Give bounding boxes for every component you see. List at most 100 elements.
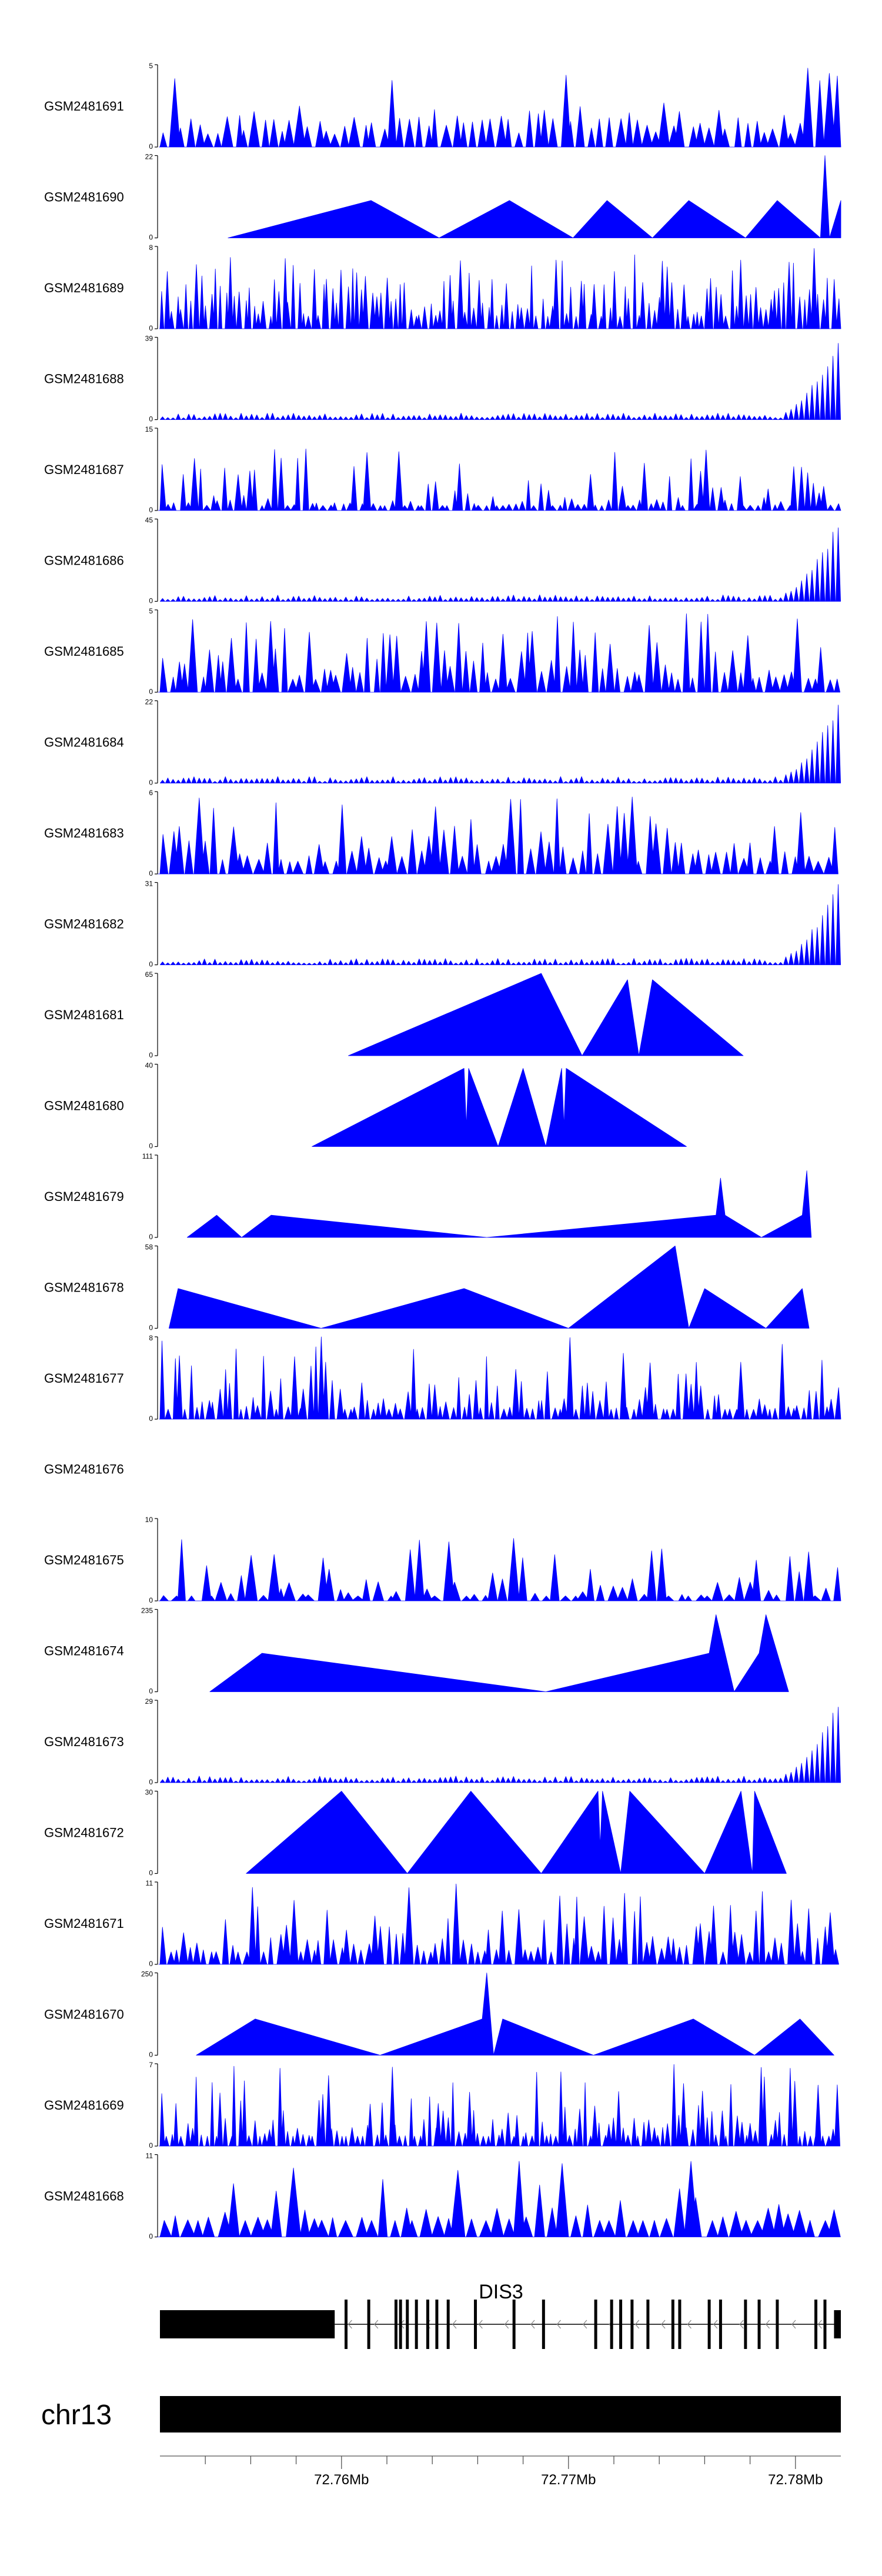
track: GSM2481670 250 0 [44, 1970, 834, 2059]
y-tick-label: 0 [149, 2233, 153, 2241]
y-tick-label: 0 [149, 233, 153, 242]
coverage-area [160, 527, 841, 602]
y-tick-label: 6 [149, 789, 153, 797]
strand-arrow [634, 2320, 640, 2329]
track: GSM2481674 235 0 [44, 1607, 789, 1696]
coverage-area [209, 1614, 789, 1692]
exon [512, 2300, 516, 2349]
track: GSM2481668 11 0 [44, 2152, 841, 2241]
track-label: GSM2481676 [44, 1462, 124, 1477]
y-tick-label: 45 [145, 516, 153, 525]
track: GSM2481671 11 0 [44, 1879, 839, 1968]
chromosome-bar [160, 2396, 841, 2432]
y-tick-label: 0 [149, 1414, 153, 1423]
track: GSM2481677 8 0 [44, 1334, 841, 1423]
track-label: GSM2481680 [44, 1099, 124, 1113]
y-tick-label: 0 [149, 2141, 153, 2150]
track-label: GSM2481691 [44, 99, 124, 114]
exon [435, 2300, 439, 2349]
exon [406, 2300, 409, 2349]
track-label: GSM2481668 [44, 2189, 124, 2204]
coverage-area [159, 68, 841, 148]
coverage-area [156, 2161, 841, 2237]
track: GSM2481676 [44, 1462, 124, 1477]
strand-arrow [530, 2320, 535, 2329]
track: GSM2481687 15 0 [44, 425, 841, 514]
y-tick-label: 11 [146, 1879, 153, 1887]
y-tick-label: 235 [141, 1607, 153, 1615]
exon [814, 2300, 818, 2349]
track: GSM2481681 65 0 [44, 970, 744, 1059]
coverage-area [158, 1883, 839, 1965]
y-tick-label: 15 [145, 425, 153, 433]
y-tick-label: 0 [149, 688, 153, 696]
coverage-area [160, 1707, 841, 1783]
coverage-area [228, 155, 841, 238]
coverage-area [160, 884, 841, 965]
exon [630, 2300, 634, 2349]
track: GSM2481685 5 0 [44, 607, 840, 696]
coverage-area [158, 796, 838, 875]
coverage-area [348, 973, 744, 1056]
y-tick-label: 0 [149, 869, 153, 877]
track-label: GSM2481675 [44, 1553, 124, 1567]
track: GSM2481675 10 0 [44, 1516, 841, 1604]
x-tick-label: 72.77Mb [541, 2472, 596, 2488]
track-label: GSM2481682 [44, 917, 124, 932]
coverage-area [246, 1791, 787, 1874]
track-label: GSM2481678 [44, 1280, 124, 1295]
x-tick-label: 72.78Mb [768, 2472, 823, 2488]
y-tick-label: 65 [145, 970, 153, 979]
gene-model [160, 2300, 841, 2349]
track: GSM2481680 40 0 [44, 1062, 687, 1150]
exon [678, 2300, 681, 2349]
y-tick-label: 31 [145, 880, 153, 888]
coverage-area [158, 2064, 840, 2147]
track-label: GSM2481686 [44, 553, 124, 568]
exon [399, 2300, 402, 2349]
y-tick-label: 0 [149, 1687, 153, 1696]
coverage-area [159, 1336, 841, 1420]
y-tick-label: 0 [149, 1051, 153, 1059]
coverage-area [160, 705, 841, 783]
track-label: GSM2481670 [44, 2007, 124, 2022]
track: GSM2481672 30 0 [44, 1788, 787, 1877]
y-tick-label: 0 [149, 1869, 153, 1877]
track: GSM2481678 58 0 [44, 1243, 810, 1332]
coverage-area [160, 343, 841, 420]
y-tick-label: 0 [149, 1960, 153, 1968]
track-label: GSM2481673 [44, 1734, 124, 1749]
strand-arrow [583, 2320, 587, 2329]
exon [394, 2300, 397, 2349]
gene-utr-block [160, 2310, 335, 2338]
y-tick-label: 5 [149, 62, 153, 70]
exon [671, 2300, 674, 2349]
exon [415, 2300, 418, 2349]
track-label: GSM2481674 [44, 1644, 124, 1659]
track-panel: GSM248169150GSM2481690220GSM248168980GSM… [44, 62, 841, 2241]
exon [426, 2300, 429, 2349]
track-label: GSM2481681 [44, 1007, 124, 1022]
track-label: GSM2481679 [44, 1189, 124, 1204]
track-label: GSM2481683 [44, 826, 124, 840]
y-tick-label: 0 [149, 1778, 153, 1786]
y-tick-label: 29 [145, 1697, 153, 1706]
track-label: GSM2481677 [44, 1371, 124, 1386]
strand-arrow [661, 2320, 666, 2329]
track-label: GSM2481672 [44, 1826, 124, 1840]
y-tick-label: 0 [149, 506, 153, 514]
strand-arrow [348, 2320, 352, 2329]
track-label: GSM2481689 [44, 281, 124, 295]
exon [610, 2300, 613, 2349]
genome-annotation: DIS3 chr13 72.76Mb 72.77Mb 72.78Mb [41, 2281, 841, 2488]
y-tick-label: 0 [149, 2051, 153, 2059]
strand-arrow [504, 2320, 509, 2329]
track-label: GSM2481687 [44, 462, 124, 477]
exon [757, 2300, 761, 2349]
y-tick-label: 0 [149, 142, 153, 151]
track: GSM2481688 39 0 [44, 335, 841, 423]
coverage-area [312, 1068, 687, 1147]
y-tick-label: 250 [141, 1970, 153, 1978]
gene-label: DIS3 [479, 2281, 523, 2303]
y-tick-label: 0 [149, 1324, 153, 1332]
